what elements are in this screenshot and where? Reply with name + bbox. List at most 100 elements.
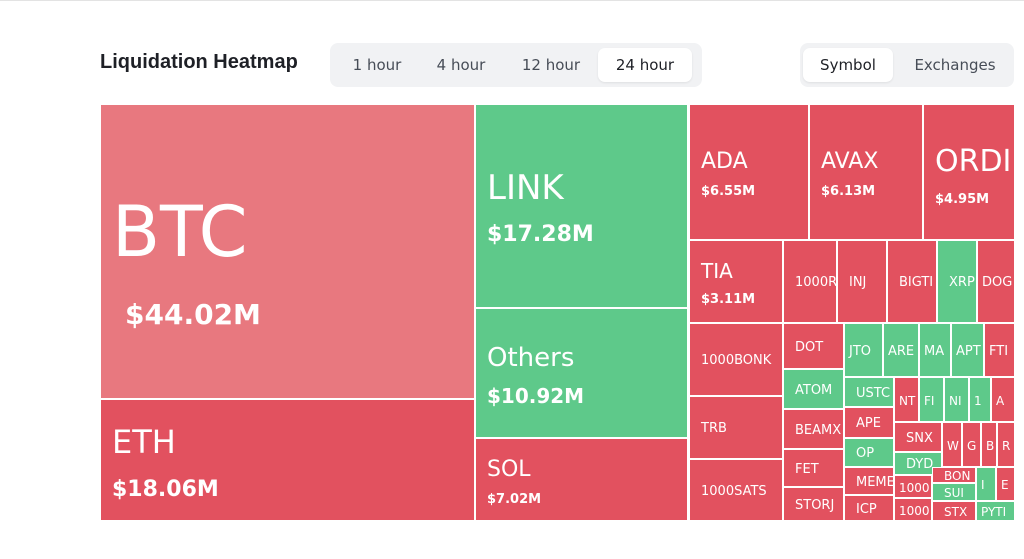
tile-label: SOL bbox=[487, 457, 531, 482]
tile: ICP bbox=[844, 495, 894, 520]
tile: R bbox=[997, 422, 1014, 467]
tab-selected[interactable]: Symbol bbox=[803, 48, 893, 82]
tile-value: $6.55M bbox=[701, 184, 756, 199]
tile: BEAMX bbox=[783, 409, 844, 449]
tab[interactable]: Exchanges bbox=[914, 56, 996, 74]
tile-label: BON bbox=[944, 469, 971, 483]
tile-label: DYD bbox=[906, 457, 934, 472]
tile-label: TRB bbox=[701, 421, 727, 436]
tile: INJ bbox=[837, 240, 887, 323]
tab[interactable]: 1 hour bbox=[352, 56, 402, 74]
tile-label: LINK bbox=[487, 168, 564, 208]
tile-label: ETH bbox=[112, 423, 176, 461]
tile: APE bbox=[844, 407, 894, 438]
tab[interactable]: 12 hour bbox=[521, 56, 581, 74]
tile-label: 1000SATS bbox=[701, 484, 767, 499]
tile-label: MEME bbox=[856, 475, 894, 490]
tab-selected[interactable]: 24 hour bbox=[598, 48, 692, 82]
tile-label: PYTI bbox=[981, 505, 1007, 519]
tab[interactable]: 4 hour bbox=[436, 56, 486, 74]
tile: BON bbox=[932, 467, 976, 483]
tile-label: FET bbox=[795, 462, 819, 477]
tile: XRP bbox=[937, 240, 977, 323]
tile-label: DOT bbox=[795, 340, 824, 355]
tile-label: 1 bbox=[974, 394, 982, 408]
tile-label: BEAMX bbox=[795, 423, 842, 438]
tile-label: USTC bbox=[856, 386, 891, 401]
tile: SOL $7.02M bbox=[475, 438, 688, 520]
tile-label: XRP bbox=[949, 275, 975, 290]
tile-label: MA bbox=[924, 344, 945, 359]
tile: SUI bbox=[932, 483, 976, 501]
tile: OP bbox=[844, 438, 894, 467]
tile-label: JTO bbox=[849, 344, 872, 359]
tile: 1 bbox=[969, 377, 991, 422]
tile-label: TIA bbox=[701, 259, 733, 283]
tile-label: APE bbox=[856, 416, 881, 431]
tile: PYTI bbox=[976, 501, 1014, 520]
tile: Others $10.92M bbox=[475, 308, 688, 438]
tile: NT bbox=[894, 377, 919, 422]
tile: STX bbox=[932, 501, 976, 520]
tile-label: BIGTI bbox=[899, 275, 934, 290]
tile-label: ICP bbox=[856, 502, 877, 517]
tile: ETH $18.06M bbox=[100, 399, 475, 520]
tile: MEME bbox=[844, 467, 894, 495]
tile: W bbox=[942, 422, 962, 467]
tile: JTO bbox=[844, 323, 883, 377]
tile: ADA $6.55M bbox=[689, 104, 809, 240]
tile: 1000BONK bbox=[689, 323, 783, 396]
tile-label: FI bbox=[924, 394, 935, 408]
tile: USTC bbox=[844, 377, 894, 407]
tile: DYD bbox=[894, 452, 942, 475]
tile-label: 1000BONK bbox=[701, 353, 772, 368]
tile: STORJ bbox=[783, 487, 844, 520]
tile-label: SUI bbox=[944, 486, 964, 500]
tile-label: AVAX bbox=[821, 149, 879, 174]
tile-label: DOG bbox=[982, 275, 1013, 290]
tile-label: STORJ bbox=[795, 498, 835, 513]
tile-label: I bbox=[981, 478, 985, 492]
tile-value: $10.92M bbox=[487, 384, 585, 408]
tile-value: $7.02M bbox=[487, 492, 542, 507]
tile: ATOM bbox=[783, 369, 844, 409]
heatmap: BTC $44.02M ETH $18.06M LINK $17.28M Others $10… bbox=[100, 104, 1014, 520]
tile-label: OP bbox=[856, 446, 875, 461]
tile-label: NI bbox=[949, 394, 962, 408]
tile: 1000SATS bbox=[689, 459, 783, 520]
tile: A bbox=[991, 377, 1014, 422]
tile: SNX bbox=[894, 422, 942, 452]
tile-label: B bbox=[986, 439, 995, 453]
view-tabs: Symbol Exchanges bbox=[800, 43, 1014, 87]
tile-label: BTC bbox=[112, 191, 248, 273]
tile-value: $4.95M bbox=[935, 192, 990, 207]
tile: E bbox=[996, 467, 1014, 501]
tile-value: $17.28M bbox=[487, 222, 594, 247]
tile-label: 1000 bbox=[899, 481, 930, 495]
time-tabs: 1 hour 4 hour 12 hour 24 hour bbox=[330, 43, 702, 87]
tile-label: 1000 bbox=[899, 504, 930, 518]
tile: TRB bbox=[689, 396, 783, 459]
tile-label: G bbox=[967, 439, 977, 453]
tile: DOT bbox=[783, 323, 844, 369]
title: Liquidation Heatmap bbox=[100, 51, 298, 73]
tile: G bbox=[962, 422, 981, 467]
tile-label: W bbox=[947, 439, 959, 453]
tile: LINK $17.28M bbox=[475, 104, 688, 308]
tile: BTC $44.02M bbox=[100, 104, 475, 399]
tile-value: $44.02M bbox=[125, 298, 261, 331]
tile-label: 1000R bbox=[795, 275, 837, 290]
tile: AVAX $6.13M bbox=[809, 104, 923, 240]
tile: 1000R bbox=[783, 240, 837, 323]
tile: BIGTI bbox=[887, 240, 937, 323]
tile: MA bbox=[919, 323, 951, 377]
tile-label: E bbox=[1001, 478, 1009, 492]
tile-label: NT bbox=[899, 394, 916, 408]
tile-label: R bbox=[1002, 439, 1011, 453]
tile-value: $6.13M bbox=[821, 184, 876, 199]
tile-label: ORDI bbox=[935, 144, 1012, 179]
tile-label: FTI bbox=[989, 344, 1009, 359]
tile: I bbox=[976, 467, 996, 501]
tile-value: $18.06M bbox=[112, 477, 219, 502]
tile: NI bbox=[944, 377, 969, 422]
